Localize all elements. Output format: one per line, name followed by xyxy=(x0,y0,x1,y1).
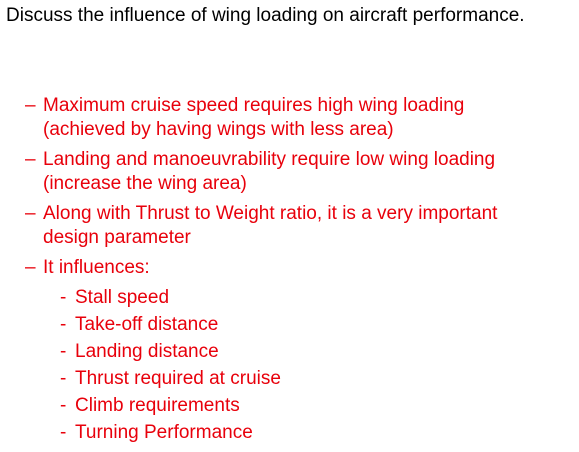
influence-text: Take-off distance xyxy=(75,314,219,335)
bullet-list: – Maximum cruise speed requires high win… xyxy=(25,94,545,452)
influence-dash: - xyxy=(60,368,67,389)
bullet-text: Landing and manoeuvrability require low … xyxy=(43,149,496,194)
bullet-item: – It influences: - Stall speed - Take-of… xyxy=(25,256,545,446)
influence-text: Thrust required at cruise xyxy=(75,368,281,389)
bullet-text: It influences: xyxy=(43,257,150,278)
bullet-dash: – xyxy=(25,257,36,278)
influences-list: - Stall speed - Take-off distance - Land… xyxy=(43,284,545,446)
bullet-item: – Landing and manoeuvrability require lo… xyxy=(25,148,545,196)
bullet-item: – Along with Thrust to Weight ratio, it … xyxy=(25,202,545,250)
influence-dash: - xyxy=(60,341,67,362)
influence-text: Climb requirements xyxy=(75,395,240,416)
influence-item: - Stall speed xyxy=(43,284,545,311)
bullet-text: Maximum cruise speed requires high wing … xyxy=(43,95,465,140)
bullet-dash: – xyxy=(25,203,36,224)
influence-dash: - xyxy=(60,287,67,308)
influence-dash: - xyxy=(60,314,67,335)
influence-text: Stall speed xyxy=(75,287,170,308)
question-text: Discuss the influence of wing loading on… xyxy=(6,5,525,26)
bullet-dash: – xyxy=(25,149,36,170)
influence-dash: - xyxy=(60,422,67,443)
influence-item: - Landing distance xyxy=(43,338,545,365)
influence-item: - Climb requirements xyxy=(43,392,545,419)
influence-text: Landing distance xyxy=(75,341,219,362)
influence-item: - Thrust required at cruise xyxy=(43,365,545,392)
bullet-text: Along with Thrust to Weight ratio, it is… xyxy=(43,203,498,248)
influence-item: - Take-off distance xyxy=(43,311,545,338)
bullet-item: – Maximum cruise speed requires high win… xyxy=(25,94,545,142)
influence-dash: - xyxy=(60,395,67,416)
influence-item: - Turning Performance xyxy=(43,419,545,446)
bullet-dash: – xyxy=(25,95,36,116)
influence-text: Turning Performance xyxy=(75,422,253,443)
